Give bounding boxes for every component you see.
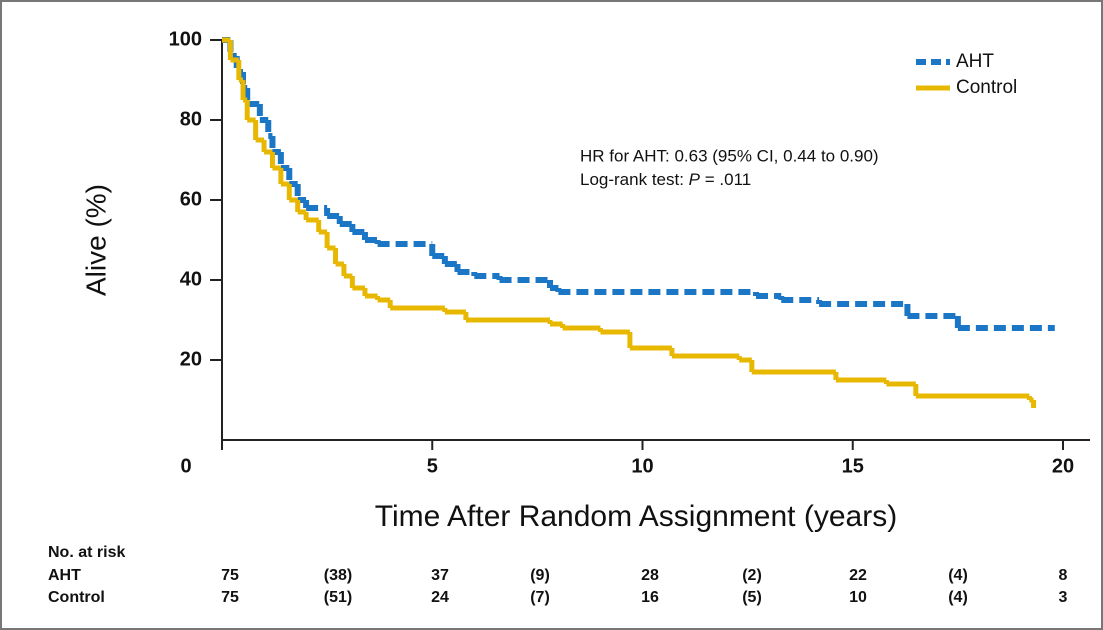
x-tick-label: 0 [180, 455, 191, 477]
risk-count: 22 [849, 567, 867, 584]
y-tick-label: 40 [180, 268, 202, 290]
annotation-part: = .011 [700, 170, 751, 189]
x-tick-label: 20 [1052, 455, 1074, 477]
risk-count: (5) [742, 589, 762, 606]
legend-label: Control [956, 77, 1017, 98]
risk-count: (7) [530, 589, 550, 606]
risk-row-label: Control [48, 589, 105, 606]
annotation-part: Log-rank test: [580, 170, 689, 189]
x-axis-label: Time After Random Assignment (years) [375, 500, 897, 533]
x-tick-label: 10 [631, 455, 653, 477]
risk-table-title: No. at risk [48, 544, 125, 561]
y-tick-label: 20 [180, 348, 202, 370]
risk-count: (38) [324, 567, 352, 584]
annotation: Log-rank test: P = .011 [580, 170, 751, 189]
risk-row-label: AHT [48, 567, 81, 584]
risk-count: 28 [641, 567, 659, 584]
risk-count: 75 [221, 567, 239, 584]
risk-count: 10 [849, 589, 867, 606]
x-tick-label: 5 [427, 455, 438, 477]
annotation: HR for AHT: 0.63 (95% CI, 0.44 to 0.90) [580, 146, 879, 165]
risk-count: 75 [221, 589, 239, 606]
y-axis-label: Alive (%) [80, 184, 111, 296]
risk-count: (9) [530, 567, 550, 584]
x-tick-label: 15 [842, 455, 864, 477]
risk-count: (51) [324, 589, 352, 606]
risk-count: (4) [948, 589, 968, 606]
risk-count: (2) [742, 567, 762, 584]
risk-count: 16 [641, 589, 659, 606]
y-tick-label: 100 [169, 28, 202, 50]
y-tick-label: 80 [180, 108, 202, 130]
legend-label: AHT [956, 51, 994, 72]
annotation-part: P [689, 170, 701, 189]
risk-count: 3 [1059, 589, 1068, 606]
risk-count: (4) [948, 567, 968, 584]
risk-count: 24 [431, 589, 449, 606]
risk-count: 8 [1059, 567, 1068, 584]
risk-count: 37 [431, 567, 449, 584]
y-tick-label: 60 [180, 188, 202, 210]
